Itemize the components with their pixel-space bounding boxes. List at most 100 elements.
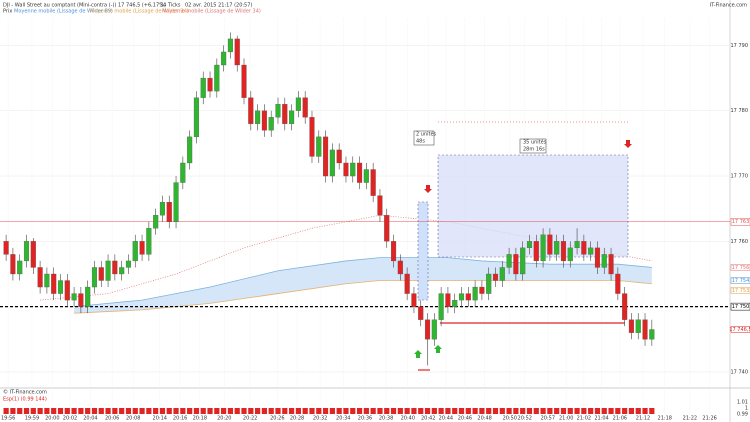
candle-body [255, 110, 261, 124]
candle-body [207, 77, 213, 92]
candle-body [282, 104, 288, 124]
volume-bar [146, 408, 152, 414]
candle-body [17, 260, 23, 275]
legend-entry: Moyenne mobile (Lissage de Wilder 89) [14, 9, 113, 15]
volume-bar [71, 408, 77, 414]
candle-body [642, 319, 648, 340]
arrow-up [414, 350, 422, 358]
candle-body [125, 260, 132, 268]
volume-bar [350, 408, 356, 414]
volume-bar [465, 408, 471, 414]
volume-bar [193, 408, 200, 414]
date: 02 avr. 2015 21:17 (20:57) [185, 3, 252, 9]
candle-body [78, 293, 84, 307]
candle-body [221, 51, 227, 66]
volume-bar [499, 408, 505, 414]
candle-body [499, 267, 505, 281]
candle-body [71, 293, 77, 301]
candle-body [166, 202, 172, 222]
candle-body [404, 273, 410, 294]
volume-bar [295, 408, 301, 414]
x-tick-label: 20:18 [193, 416, 207, 422]
volume-bar [57, 408, 64, 414]
candle-body [289, 110, 295, 124]
candle-body [370, 169, 376, 196]
candle-body [526, 241, 533, 249]
volume-bar [241, 408, 247, 414]
candle-body [37, 267, 43, 288]
candle-body [418, 306, 424, 320]
volume-bar [268, 408, 274, 414]
volume-bar [10, 408, 16, 414]
volume-bar [472, 408, 478, 414]
ticks-info: 34 Ticks [160, 3, 181, 9]
price-label: 17 753 [732, 288, 750, 294]
annotation-text: 28m 16s [523, 147, 545, 153]
candle-body [438, 293, 444, 320]
candle-body [98, 267, 104, 281]
x-tick-label: 20:48 [477, 416, 491, 422]
candle-body [227, 38, 233, 53]
candle-body [3, 241, 9, 255]
volume-bar [397, 408, 403, 414]
candle-body [520, 247, 526, 275]
arrow-down [424, 185, 432, 193]
volume-bar [363, 408, 369, 414]
legend-entry: Moyenne mobile (Lissage de Wilder 34) [162, 9, 261, 15]
volume-bar [628, 408, 635, 414]
candle-body [153, 215, 159, 229]
volume-bar [221, 408, 227, 414]
candle-body [431, 319, 437, 340]
candle-body [329, 149, 335, 177]
volume-bar [214, 408, 220, 414]
x-tick-label: 20:52 [518, 416, 532, 422]
volume-bar [37, 408, 43, 414]
candle-body [316, 136, 322, 157]
candle-body [85, 286, 91, 307]
x-tick-label: 20:02 [63, 416, 77, 422]
candle-body [479, 286, 485, 294]
x-tick-label: 20:20 [217, 416, 231, 422]
y-tick-label: 0.99 [737, 412, 748, 418]
x-tick-label: 20:46 [458, 416, 472, 422]
y-tick-label: 1 [745, 406, 748, 412]
y-tick-label: 1.01 [737, 400, 748, 406]
y-tick-label: 17 780 [731, 108, 749, 114]
volume-bar [64, 408, 70, 414]
candle-body [492, 273, 499, 281]
volume-bar [452, 408, 458, 414]
volume-bar [390, 408, 397, 414]
volume-bar [492, 408, 499, 414]
candle-body [384, 215, 390, 242]
volume-bar [85, 408, 91, 414]
candle-body [560, 241, 567, 262]
level-tag [730, 302, 750, 311]
candle-body [57, 280, 64, 294]
volume-bar [608, 408, 614, 414]
candle-body [30, 241, 36, 268]
candle-body [139, 241, 145, 255]
volume-bar [336, 408, 342, 414]
candle-body [363, 169, 369, 183]
candle-body [173, 182, 179, 222]
candle-body [390, 241, 397, 262]
annotation-text: 48s [416, 139, 425, 145]
candle-body [445, 293, 451, 307]
candle-body [268, 117, 274, 131]
level-label: 17 763 [732, 219, 750, 225]
volume-bar [594, 408, 601, 414]
volume-bar [486, 408, 492, 414]
quote: 17 746,5 (+6,17%) [118, 3, 166, 9]
volume-bar [445, 408, 451, 414]
volume-bar [356, 408, 363, 414]
candle-body [302, 97, 308, 118]
x-tick-label: 21:02 [577, 416, 591, 422]
volume-bar [139, 408, 145, 414]
volume-bar [119, 408, 125, 414]
candle-body [622, 293, 628, 320]
volume-bar [17, 408, 23, 414]
candle-body [193, 97, 199, 138]
price-tag [730, 326, 750, 333]
volume-bar [227, 408, 234, 414]
candle-body [105, 260, 111, 281]
